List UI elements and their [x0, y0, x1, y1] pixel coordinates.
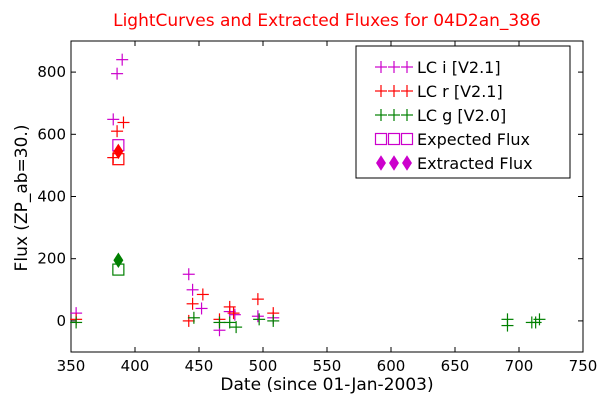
legend-marker [375, 85, 387, 97]
data-point [251, 293, 264, 306]
data-point [533, 313, 546, 326]
chart-title: LightCurves and Extracted Fluxes for 04D… [113, 11, 541, 31]
legend-marker [401, 85, 413, 97]
data-point [107, 113, 120, 126]
legend: LC i [V2.1] LC r [V2.1] LC g [V2.0] Expecte… [355, 45, 571, 179]
x-tick-label: 500 [249, 357, 278, 375]
data-point [213, 316, 226, 329]
legend-marker [389, 155, 399, 171]
data-point [223, 316, 236, 329]
data-point [196, 288, 209, 301]
legend-box [355, 45, 571, 179]
data-point [195, 302, 208, 315]
x-tick-label: 400 [121, 357, 150, 375]
x-axis-label: Date (since 01-Jan-2003) [220, 375, 433, 395]
y-tick-label: 200 [37, 250, 66, 268]
plot-area: 350 400 450 500 550 600 650 700 750 0 200 400 600 800 [37, 40, 598, 375]
data-point [113, 252, 124, 268]
x-tick-label: 700 [505, 357, 534, 375]
legend-marker [402, 155, 412, 171]
y-tick-label: 600 [37, 125, 66, 143]
legend-marker [387, 132, 401, 146]
y-tick-label: 0 [56, 312, 66, 330]
legend-label: LC i [V2.1] [417, 58, 501, 77]
y-tick-label: 400 [37, 188, 66, 206]
legend-marker [375, 109, 387, 121]
x-tick-label: 650 [441, 357, 470, 375]
data-point [182, 314, 195, 327]
data-point [228, 308, 241, 321]
x-tick-label: 550 [313, 357, 342, 375]
data-point [117, 116, 130, 129]
data-point [70, 316, 83, 329]
legend-label: LC r [V2.1] [417, 82, 503, 101]
data-point [223, 300, 236, 313]
x-tick-label: 450 [185, 357, 214, 375]
data-point [267, 314, 280, 327]
legend-marker [400, 132, 414, 146]
data-point [227, 307, 240, 320]
legend-marker [388, 61, 400, 73]
data-point [186, 283, 199, 296]
data-point [111, 67, 124, 80]
legend-marker [376, 155, 386, 171]
data-point [182, 268, 195, 281]
y-axis-label: Flux (ZP_ab=30.) [12, 125, 32, 272]
x-tick-label: 600 [377, 357, 406, 375]
data-point [251, 310, 264, 323]
data-point [501, 313, 514, 326]
legend-label: Expected Flux [417, 130, 530, 149]
data-point [186, 297, 199, 310]
legend-label: LC g [V2.0] [417, 106, 506, 125]
data-point [230, 321, 243, 334]
legend-marker [401, 109, 413, 121]
data-point [113, 143, 124, 160]
legend-label: Extracted Flux [417, 154, 533, 173]
legend-marker [388, 85, 400, 97]
legend-marker [374, 132, 388, 146]
data-point [187, 311, 200, 324]
data-point [111, 125, 124, 138]
legend-marker [401, 61, 413, 73]
legend-marker [388, 109, 400, 121]
x-tick-label: 350 [57, 357, 86, 375]
y-tick-label: 800 [37, 63, 66, 81]
legend-marker [375, 61, 387, 73]
x-tick-label: 750 [569, 357, 598, 375]
data-point [116, 53, 129, 66]
data-point [253, 313, 266, 326]
